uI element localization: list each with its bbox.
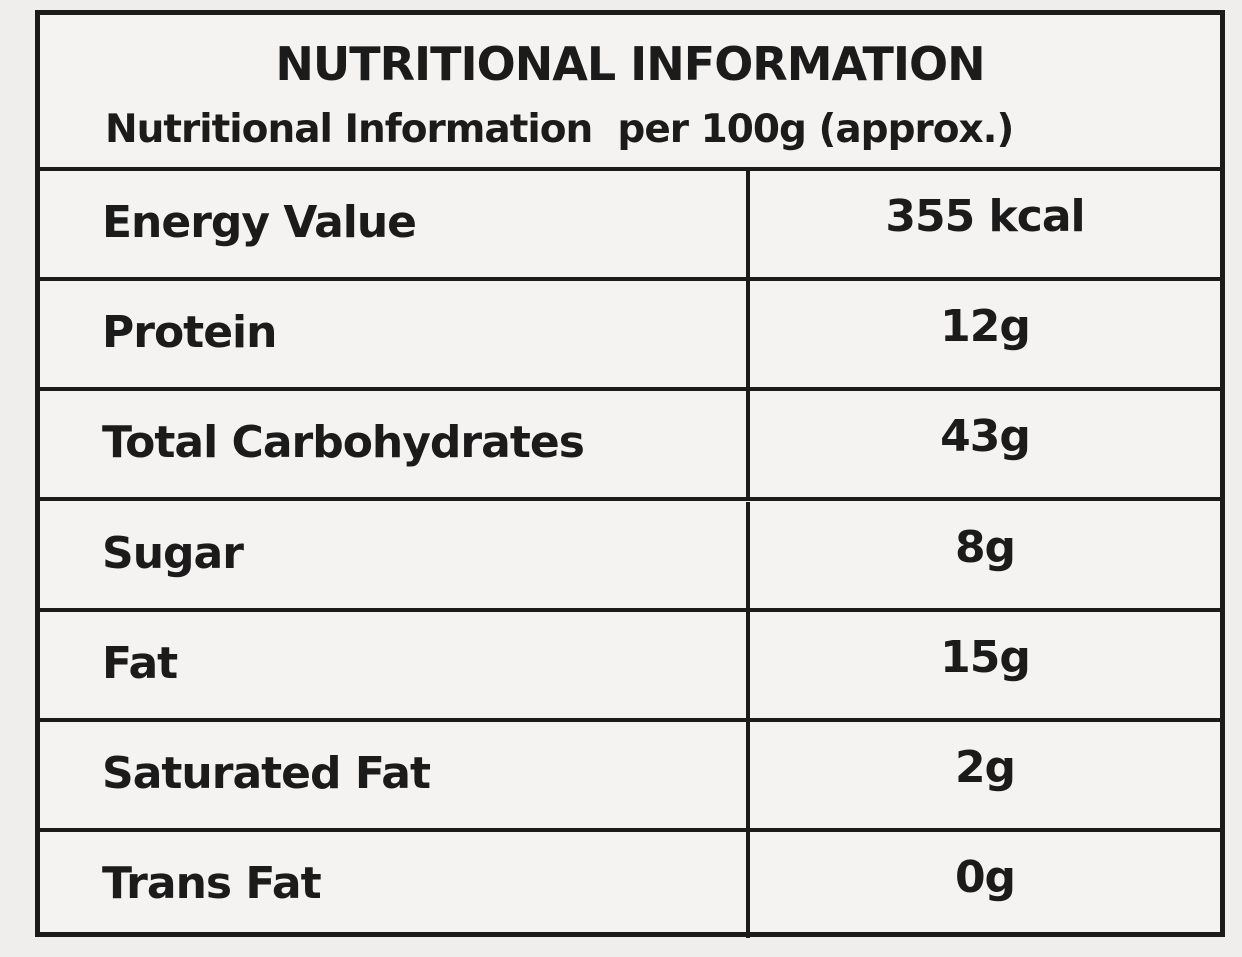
nutrient-amount: 43g (940, 411, 1031, 463)
header: NUTRITIONAL INFORMATION Nutritional Info… (40, 15, 1220, 171)
column-divider (746, 722, 750, 828)
table-row: Energy Value 355 kcal (40, 171, 1220, 281)
table-row: Saturated Fat 2g (40, 722, 1220, 832)
table-row: Fat 15g (40, 611, 1220, 722)
column-divider (746, 611, 750, 718)
nutrient-name: Energy Value (102, 197, 417, 248)
nutrient-amount: 0g (954, 852, 1016, 904)
nutrient-amount: 8g (954, 521, 1016, 573)
title: NUTRITIONAL INFORMATION (275, 37, 985, 91)
nutrition-label: NUTRITIONAL INFORMATION Nutritional Info… (35, 10, 1225, 939)
column-divider (746, 171, 750, 277)
column-divider (746, 391, 750, 498)
table-row: Protein 12g (40, 281, 1220, 392)
column-divider (746, 501, 750, 608)
nutrient-amount: 12g (940, 301, 1031, 353)
nutrient-name: Protein (102, 307, 277, 359)
nutrient-amount: 2g (954, 742, 1016, 793)
column-divider (746, 281, 750, 388)
nutrient-name: Total Carbohydrates (102, 417, 585, 469)
column-divider (746, 832, 750, 939)
nutrient-amount: 15g (940, 631, 1031, 683)
table-row: Total Carbohydrates 43g (40, 391, 1220, 502)
table-row: Trans Fat 0g (40, 832, 1220, 939)
nutrient-name: Trans Fat (102, 858, 322, 910)
subtitle: Nutritional Information per 100g (approx… (105, 107, 1014, 152)
nutrient-name: Sugar (102, 527, 244, 579)
nutrient-name: Fat (102, 637, 178, 689)
table-row: Sugar 8g (40, 501, 1220, 612)
nutrient-amount: 355 kcal (885, 191, 1085, 242)
nutrient-name: Saturated Fat (102, 748, 431, 799)
